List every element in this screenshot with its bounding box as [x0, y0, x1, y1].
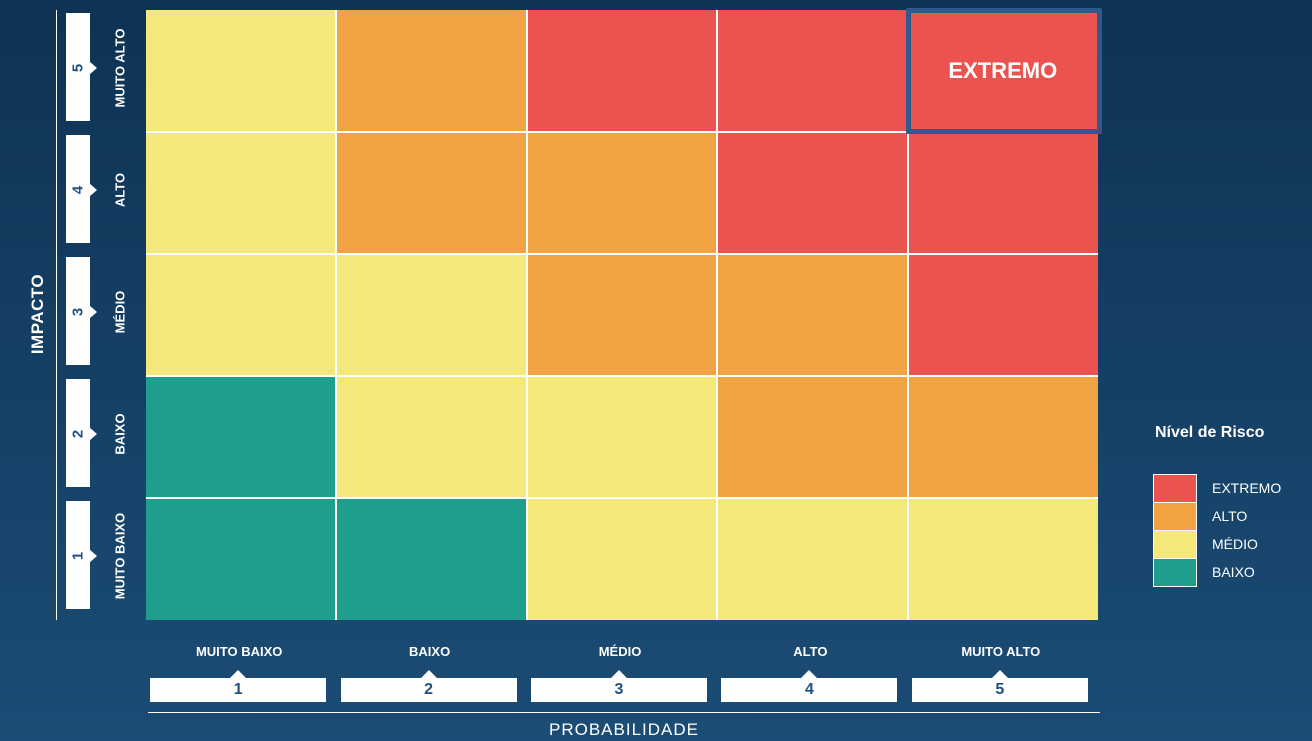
x-tick-arrow — [230, 670, 247, 678]
y-tick-label: MUITO ALTO — [112, 28, 128, 108]
matrix-cell — [527, 10, 717, 131]
matrix-cell — [146, 10, 336, 131]
y-tick-number: 4 — [69, 185, 87, 195]
x-tick-number: 4 — [804, 681, 814, 698]
y-tick-label: BAIXO — [112, 413, 128, 455]
heatmap-grid — [146, 10, 1098, 620]
x-tick-label: MUITO BAIXO — [195, 644, 283, 659]
matrix-cell — [718, 377, 907, 497]
x-tick-arrow — [611, 670, 627, 678]
x-tick-label: MUITO ALTO — [961, 644, 1041, 659]
matrix-cell — [337, 377, 526, 497]
matrix-cell — [146, 255, 336, 375]
matrix-cell — [718, 10, 907, 131]
matrix-cell — [908, 133, 1098, 253]
matrix-cell — [718, 133, 907, 253]
x-tick-label: ALTO — [793, 644, 828, 659]
y-tick-tab — [66, 379, 90, 487]
x-tick-arrow — [991, 670, 1008, 678]
matrix-cell — [527, 377, 717, 497]
y-tick-number: 1 — [69, 551, 87, 561]
legend-label: EXTREMO — [1212, 480, 1282, 496]
x-tick-label: BAIXO — [409, 644, 451, 659]
y-tick-tab — [66, 257, 90, 365]
y-tick-number: 2 — [69, 429, 87, 439]
matrix-cell — [527, 499, 717, 620]
y-tick-label: MUITO BAIXO — [112, 512, 128, 600]
y-tick-arrow — [89, 305, 97, 319]
matrix-cell — [718, 255, 907, 375]
legend-label: BAIXO — [1212, 564, 1255, 580]
y-tick-arrow — [89, 61, 97, 75]
y-tick-number: 3 — [69, 307, 87, 317]
legend-label: ALTO — [1212, 508, 1248, 524]
y-tick-arrow — [89, 427, 97, 441]
y-tick-tab — [66, 135, 90, 243]
matrix-cell — [908, 255, 1098, 375]
x-axis-title: PROBABILIDADE — [549, 720, 699, 739]
matrix-cell — [527, 133, 717, 253]
x-tick-tab — [721, 678, 898, 702]
x-tick-number: 2 — [424, 681, 434, 698]
matrix-cell — [908, 10, 1098, 131]
matrix-cell — [146, 499, 336, 620]
legend-swatch — [1153, 474, 1197, 503]
x-tick-number: 3 — [614, 681, 624, 698]
matrix-cell — [337, 133, 526, 253]
x-axis-line — [148, 712, 1100, 713]
x-tick-label: MÉDIO — [598, 644, 642, 659]
y-tick-label: ALTO — [112, 172, 128, 208]
y-axis-title: IMPACTO — [28, 273, 47, 355]
matrix-cell — [146, 377, 336, 497]
x-tick-arrow — [420, 670, 437, 678]
x-tick-tab — [340, 678, 517, 702]
legend-swatch — [1153, 530, 1197, 559]
y-tick-tab — [66, 501, 90, 609]
x-tick-arrow — [801, 670, 818, 678]
legend-label: MÉDIO — [1212, 536, 1258, 552]
matrix-cell — [337, 10, 526, 131]
y-tick-arrow — [89, 183, 97, 197]
x-tick-tab — [911, 678, 1088, 702]
highlight-box — [905, 8, 1102, 134]
x-tick-number: 1 — [233, 681, 243, 698]
legend-title: Nível de Risco — [1155, 424, 1265, 441]
legend-swatch — [1153, 502, 1197, 531]
y-axis-line — [56, 10, 57, 620]
matrix-cell — [908, 499, 1098, 620]
x-tick-number: 5 — [995, 681, 1005, 698]
x-tick-tab — [150, 678, 327, 702]
legend-swatch — [1153, 558, 1197, 587]
matrix-cell — [718, 499, 907, 620]
matrix-cell — [337, 255, 526, 375]
matrix-cell — [908, 377, 1098, 497]
y-tick-tab — [66, 13, 90, 121]
x-tick-tab — [531, 678, 707, 702]
y-tick-number: 5 — [69, 63, 87, 73]
matrix-cell — [527, 255, 717, 375]
matrix-cell — [337, 499, 526, 620]
y-tick-label: MÉDIO — [112, 290, 128, 334]
matrix-cell — [146, 133, 336, 253]
y-tick-arrow — [89, 549, 97, 563]
